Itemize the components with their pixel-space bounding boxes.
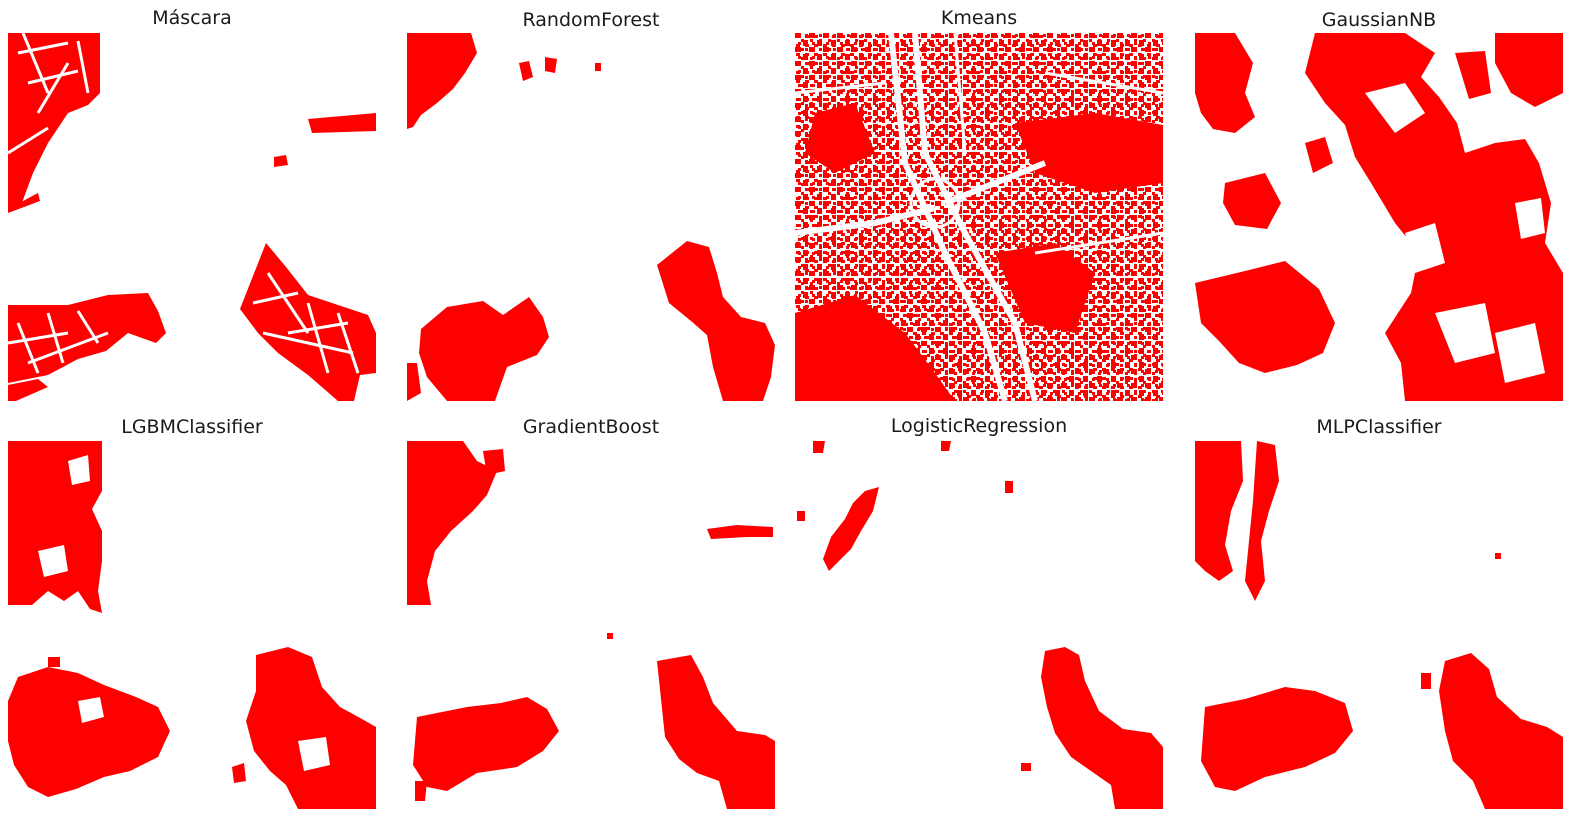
- panel-title-gaussiannb: GaussianNB: [1321, 9, 1437, 31]
- panel-title-lgbmclassifier: LGBMClassifier: [121, 416, 263, 438]
- segmentation-mask-mlpclassifier: [1195, 441, 1563, 809]
- segmentation-mask-randomforest: [407, 33, 775, 401]
- segmentation-mask-gradientboost: [407, 441, 775, 809]
- panel-title-kmeans: Kmeans: [940, 7, 1018, 29]
- mask-panel-mlpclassifier: [1195, 441, 1563, 809]
- mask-panel-randomforest: [407, 33, 775, 401]
- mask-panel-logisticregression: [795, 441, 1163, 809]
- segmentation-mask-kmeans: [795, 33, 1163, 401]
- panel-title-mlpclassifier: MLPClassifier: [1316, 416, 1442, 438]
- segmentation-mask-logisticregression: [797, 441, 1163, 809]
- mask-panel-gaussiannb: [1195, 33, 1563, 401]
- mask-panel-kmeans: [795, 33, 1163, 401]
- mask-panel-gradientboost: [407, 441, 775, 809]
- panel-title-logisticregression: LogisticRegression: [890, 415, 1068, 437]
- panel-title-randomforest: RandomForest: [522, 9, 660, 31]
- mask-panel-mascara: [8, 33, 376, 401]
- segmentation-mask-mascara: [8, 33, 376, 401]
- panel-title-mascara: Máscara: [152, 7, 232, 29]
- mask-panel-lgbmclassifier: [8, 441, 376, 809]
- panel-title-gradientboost: GradientBoost: [522, 416, 660, 438]
- segmentation-mask-lgbmclassifier: [8, 441, 376, 809]
- segmentation-mask-gaussiannb: [1195, 33, 1563, 401]
